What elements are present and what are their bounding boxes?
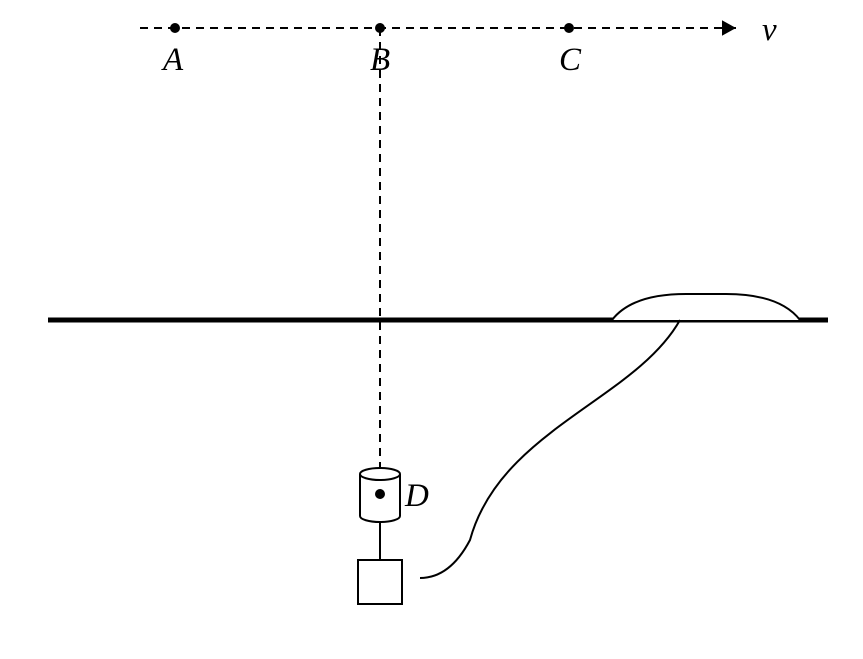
diagram-svg (0, 0, 863, 659)
cable-line (420, 320, 680, 578)
boat-icon (612, 294, 800, 320)
point-d-dot (375, 489, 385, 499)
point-a-dot (170, 23, 180, 33)
point-label-b: B (370, 42, 390, 79)
physics-diagram: A B C D v (0, 0, 863, 659)
buoy-bottom (360, 516, 400, 522)
weight-box (358, 560, 402, 604)
velocity-label: v (762, 12, 777, 49)
point-c-dot (564, 23, 574, 33)
point-label-d: D (405, 478, 429, 515)
buoy-top (360, 468, 400, 480)
point-label-c: C (559, 42, 581, 79)
point-b-dot (375, 23, 385, 33)
point-label-a: A (163, 42, 183, 79)
arrow-icon (722, 20, 736, 35)
